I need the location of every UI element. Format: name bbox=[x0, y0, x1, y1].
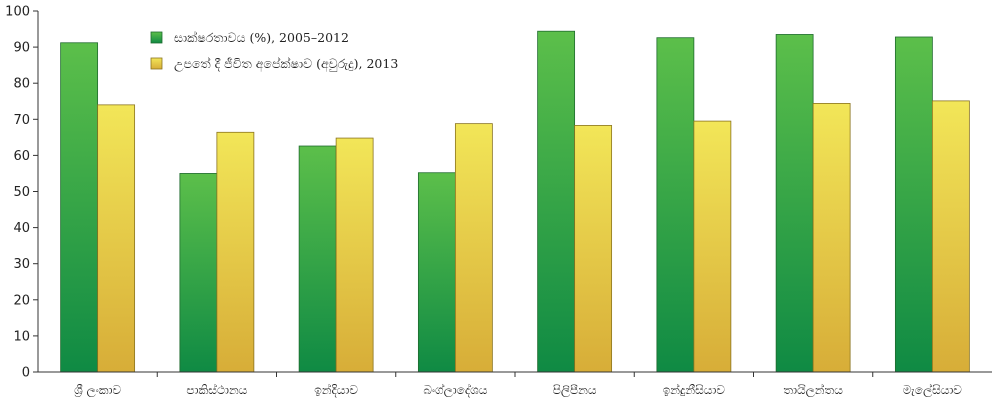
bar-literacy-1 bbox=[179, 173, 218, 373]
y-tick-label: 10 bbox=[13, 329, 30, 344]
y-tick-label: 50 bbox=[13, 185, 30, 200]
bar-life-expectancy-0 bbox=[97, 104, 136, 373]
y-tick-label: 90 bbox=[13, 41, 30, 56]
y-axis: 0 10 20 30 40 50 60 70 80 90 100 bbox=[5, 5, 39, 381]
x-category-label: ශ්‍රී ලංකාව bbox=[74, 383, 122, 398]
bar-literacy-0 bbox=[60, 42, 99, 373]
bar-life-expectancy-1 bbox=[216, 131, 255, 373]
y-tick-label: 100 bbox=[5, 5, 30, 20]
y-tick-label: 60 bbox=[13, 149, 30, 164]
bar-literacy-4 bbox=[537, 30, 576, 373]
y-tick-label: 40 bbox=[13, 221, 30, 236]
bar-life-expectancy-6 bbox=[812, 103, 851, 373]
x-category-label: තායිලන්තය bbox=[783, 383, 843, 398]
x-category-label: ඉන්දුනීසියාව bbox=[663, 383, 726, 397]
legend-label-literacy: සාක්ෂරතාවය (%), 2005–2012 bbox=[174, 30, 349, 45]
bars bbox=[60, 30, 970, 373]
bar-literacy-7 bbox=[894, 36, 933, 373]
y-tick-label: 70 bbox=[13, 113, 30, 128]
y-tick-label: 80 bbox=[13, 77, 30, 92]
x-category-label: මැලේසියාව bbox=[903, 383, 963, 398]
legend-label-life-expectancy: උපතේ දී ජීවිත අපේක්ෂාව (අවුරුදු), 2013 bbox=[174, 56, 398, 72]
y-tick-label: 20 bbox=[13, 293, 30, 308]
x-category-label: පාකිස්ථානය bbox=[186, 383, 247, 397]
bar-literacy-5 bbox=[656, 37, 695, 373]
x-axis: ශ්‍රී ලංකාව පාකිස්ථානය ඉන්දියාව බංග්ලාදේශය ප… bbox=[38, 371, 992, 398]
bar-life-expectancy-7 bbox=[931, 100, 970, 373]
legend-swatch-literacy bbox=[150, 31, 163, 44]
bar-life-expectancy-5 bbox=[693, 120, 732, 373]
legend: සාක්ෂරතාවය (%), 2005–2012 උපතේ දී ජීවිත අ… bbox=[150, 30, 398, 72]
bar-life-expectancy-2 bbox=[335, 137, 374, 373]
y-tick-label: 30 bbox=[13, 257, 30, 272]
x-category-label: පිලිපීනය bbox=[553, 383, 597, 398]
x-category-label: ඉන්දියාව bbox=[314, 383, 358, 397]
bar-literacy-3 bbox=[417, 172, 456, 373]
bar-life-expectancy-3 bbox=[454, 123, 493, 373]
bar-literacy-2 bbox=[298, 145, 337, 373]
y-tick-label: 0 bbox=[22, 366, 30, 381]
bar-literacy-6 bbox=[775, 34, 814, 373]
bar-life-expectancy-4 bbox=[574, 125, 613, 373]
legend-swatch-life-expectancy bbox=[150, 57, 163, 70]
x-category-label: බංග්ලාදේශය bbox=[423, 383, 487, 398]
